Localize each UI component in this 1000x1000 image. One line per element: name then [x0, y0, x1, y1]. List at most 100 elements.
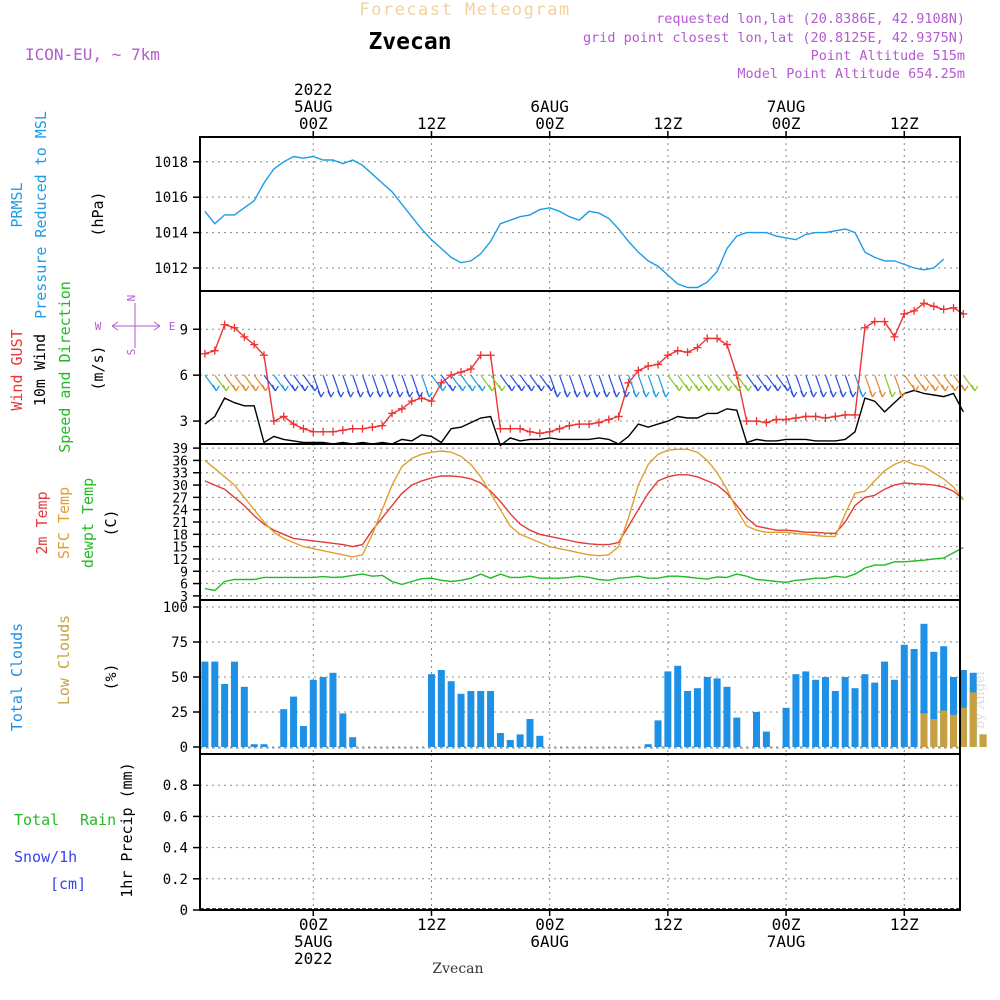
bottom-time-label: 12Z: [653, 915, 682, 934]
gust-marker: [525, 427, 534, 436]
wind-arrowhead: [912, 384, 920, 392]
wind-arrowhead: [859, 390, 867, 398]
location-title: Zvecan: [368, 29, 451, 55]
cloud-bar-total: [487, 691, 495, 747]
gust-marker: [328, 427, 337, 436]
gust-marker: [594, 418, 603, 427]
wind-arrowhead: [878, 390, 886, 398]
cloud-bar-total: [930, 651, 938, 747]
cloud-bar-total: [260, 744, 268, 747]
label-percent: (%): [102, 663, 120, 690]
cloud-bar-total: [201, 661, 209, 747]
cloud-bar-total: [674, 665, 682, 747]
y-tick-label: 1018: [154, 155, 188, 171]
gust-marker: [644, 361, 653, 370]
gust-marker: [900, 309, 909, 318]
label-low-clouds: Low Clouds: [55, 615, 73, 705]
gust-marker: [949, 303, 958, 312]
series-sfc-temp: [204, 448, 964, 558]
panel-frame: [199, 753, 961, 911]
gust-marker: [427, 397, 436, 406]
wind-arrowhead: [961, 384, 969, 392]
cloud-bar-total: [644, 744, 652, 747]
compass-s: S: [125, 349, 138, 356]
wind-arrowhead: [518, 384, 526, 392]
gust-marker: [309, 427, 318, 436]
point-altitude: Point Altitude 515m: [811, 48, 965, 64]
y-tick-label: 36: [172, 454, 188, 469]
wind-arrowhead: [222, 384, 230, 392]
gust-marker: [693, 343, 702, 352]
wind-arrowhead: [695, 384, 703, 392]
label-cm: [cm]: [50, 875, 86, 893]
gust-marker: [496, 424, 505, 433]
wind-arrowhead: [790, 390, 798, 398]
y-tick-label: 3: [180, 590, 188, 605]
gust-marker: [388, 409, 397, 418]
cloud-bar-total: [841, 677, 849, 747]
cloud-bar-total: [654, 720, 662, 747]
y-tick-label: 6: [180, 578, 188, 593]
wind-arrowhead: [439, 384, 447, 392]
wind-arrowhead: [921, 384, 930, 392]
watermark: by Angel: [973, 671, 988, 729]
cloud-bar-total: [851, 688, 859, 747]
cloud-bar-total: [280, 709, 288, 747]
wind-arrowhead: [366, 390, 374, 398]
y-tick-label: 3: [180, 414, 188, 430]
wind-arrowhead: [800, 390, 808, 398]
label-pressure-msl: Pressure Reduced to MSL: [32, 111, 50, 319]
y-tick-label: 100: [163, 600, 188, 616]
wind-arrowhead: [252, 384, 260, 392]
cloud-bar-total: [831, 691, 839, 747]
cloud-bar-low: [969, 692, 977, 747]
y-tick-label: 9: [180, 322, 188, 338]
bottom-time-label: 00Z: [535, 915, 564, 934]
y-tick-label: 50: [171, 670, 188, 686]
model-point-altitude: Model Point Altitude 654.25m: [737, 66, 965, 82]
wind-arrowhead: [301, 384, 309, 392]
wind-arrowhead: [849, 390, 857, 398]
wind-arrowhead: [705, 384, 713, 392]
gust-marker: [397, 404, 406, 413]
cloud-bar-total: [664, 671, 672, 747]
gust-marker: [752, 417, 761, 426]
wind-arrowhead: [941, 384, 949, 392]
cloud-bar-total: [920, 623, 928, 747]
wind-arrowhead: [931, 384, 939, 392]
gust-marker: [742, 417, 751, 426]
panel-wind: 3 6 9: [180, 290, 979, 447]
gust-marker: [200, 349, 209, 358]
gust-marker: [673, 346, 682, 355]
gust-marker: [880, 317, 889, 326]
label-celsius: (C): [102, 509, 120, 536]
wind-arrowhead: [508, 384, 516, 392]
cloud-bar-total: [290, 696, 298, 747]
cloud-bar-total: [221, 684, 229, 747]
y-tick-label: 30: [172, 479, 188, 494]
wind-arrowhead: [468, 384, 476, 392]
gust-marker: [811, 412, 820, 421]
wind-arrowhead: [774, 384, 782, 392]
label-hpa: (hPa): [89, 191, 107, 236]
bottom-time-label: 7AUG: [767, 932, 806, 951]
top-time-label: 7AUG: [767, 97, 806, 116]
gust-marker: [516, 424, 525, 433]
wind-arrowhead: [675, 384, 683, 392]
model-name: ICON-EU, ~ 7km: [25, 45, 160, 64]
wind-arrowhead: [563, 390, 571, 398]
wind-arrowhead: [662, 390, 670, 398]
cloud-bar-low: [940, 710, 948, 747]
panel-precip: 0 0.2 0.4 0.6 0.8: [163, 753, 961, 919]
gust-marker: [851, 410, 860, 419]
bottom-time-label: 6AUG: [530, 932, 569, 951]
label-ms: (m/s): [89, 345, 107, 390]
cloud-bar-total: [950, 677, 958, 747]
wind-arrowhead: [612, 390, 621, 398]
gust-marker: [417, 394, 426, 403]
y-tick-label: 1016: [154, 190, 188, 206]
label-snow: Snow/1h: [14, 848, 77, 866]
wind-arrowhead: [396, 390, 404, 398]
